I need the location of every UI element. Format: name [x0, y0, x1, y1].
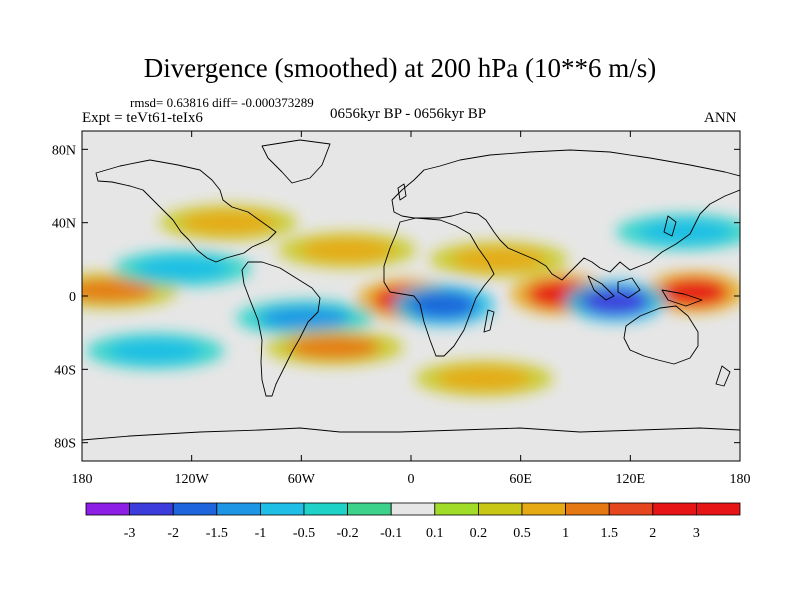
- lon-label: 120W: [175, 472, 210, 487]
- colorbar-swatch: [347, 502, 392, 516]
- colorbar-swatch: [129, 502, 174, 516]
- colorbar-label: 3: [693, 526, 700, 541]
- lon-label: 180: [72, 472, 93, 487]
- coast-new-zealand: [715, 365, 731, 387]
- colorbar-label: -0.2: [337, 526, 359, 541]
- field-feature-maritime-continent-minimum: [581, 287, 650, 316]
- colorbar-swatch: [259, 502, 305, 516]
- colorbar-swatch: [216, 502, 261, 516]
- colorbar-label: -0.1: [380, 526, 402, 541]
- coast-borneo: [617, 277, 641, 299]
- colorbar-swatch: [521, 502, 566, 516]
- colorbar-label: 0.1: [426, 526, 444, 541]
- field-feature-central-africa-minimum: [409, 291, 478, 320]
- rmsd-diff-text: rmsd= 0.63816 diff= -0.000373289: [130, 95, 314, 110]
- colorbar-label: -2: [167, 526, 179, 541]
- lat-label: 80N: [52, 143, 76, 158]
- colorbar-label: -3: [124, 526, 136, 541]
- colorbar-swatch: [85, 502, 130, 516]
- colorbar-label: -1: [255, 526, 267, 541]
- colorbar-swatch: [390, 502, 436, 516]
- coast-north-america: [95, 159, 277, 263]
- experiment-label: Expt = teVt61-teIx6: [82, 110, 203, 126]
- colorbar-label: -1.5: [206, 526, 228, 541]
- divergence-field: [82, 204, 740, 397]
- field-feature-southern-ocean-band: [438, 366, 531, 391]
- colorbar-label: -0.5: [293, 526, 315, 541]
- lon-label: 120E: [616, 472, 646, 487]
- field-feature-arabian-maximum: [452, 247, 545, 272]
- field-feature-south-pacific-band: [109, 339, 202, 363]
- coastlines: [82, 139, 740, 441]
- colorbar-swatch: [477, 502, 523, 516]
- lat-label: 40S: [54, 363, 76, 378]
- colorbar-swatch: [434, 502, 479, 516]
- colorbar-swatch: [652, 502, 697, 516]
- field-feature-central-pacific-dipole: [82, 278, 156, 303]
- time-period-label: 0656kyr BP - 0656kyr BP: [329, 106, 487, 122]
- lon-label: 60E: [509, 472, 532, 487]
- field-feature-north-atlantic-band: [301, 238, 394, 263]
- colorbar-swatch: [303, 502, 348, 516]
- colorbar-label: 0.5: [513, 526, 531, 541]
- coast-japan: [663, 215, 677, 237]
- field-feature-north-pacific-band: [639, 219, 732, 244]
- colorbar-swatch: [696, 502, 741, 516]
- coast-greenland: [261, 139, 331, 184]
- season-label: ANN: [704, 110, 737, 126]
- field-feature-east-pacific-band: [136, 256, 229, 281]
- colorbar: -3 -2 -1.5 -1 -0.5 -0.2 -0.1 0.1 0.2 0.5 1 1.5 2 3: [85, 502, 741, 541]
- colorbar-label: 2: [649, 526, 656, 541]
- field-feature-amazon-minimum: [258, 306, 351, 330]
- lat-label: 80S: [54, 437, 76, 452]
- field-feature-north-america-maximum: [182, 210, 275, 235]
- lat-label: 0: [69, 290, 76, 305]
- map-axes: 80N 40N 0 40S 80S 180 120W 60W 0 60E 120E 180: [52, 131, 751, 487]
- colorbar-label: 1: [562, 526, 569, 541]
- colorbar-swatch: [608, 502, 654, 516]
- field-feature-west-pacific-maximum: [660, 278, 729, 307]
- lon-label: 180: [730, 472, 751, 487]
- lon-label: 0: [408, 472, 415, 487]
- lat-label: 40N: [52, 217, 76, 232]
- coast-australia: [623, 305, 699, 365]
- coast-uk: [397, 183, 407, 201]
- colorbar-label: 1.5: [600, 526, 618, 541]
- colorbar-swatch: [172, 502, 218, 516]
- coast-madagascar: [483, 309, 495, 333]
- coast-africa: [383, 217, 495, 357]
- coast-south-america: [241, 261, 321, 397]
- lon-label: 60W: [288, 472, 316, 487]
- field-feature-south-atlantic-convergence: [288, 335, 381, 360]
- coast-new-guinea: [661, 289, 703, 307]
- colorbar-swatch: [565, 502, 610, 516]
- colorbar-label: 0.2: [470, 526, 488, 541]
- coast-eurasia: [391, 149, 740, 281]
- coast-sumatra: [587, 275, 615, 301]
- plot-title: Divergence (smoothed) at 200 hPa (10**6 …: [143, 53, 657, 83]
- coast-antarctica: [82, 427, 740, 441]
